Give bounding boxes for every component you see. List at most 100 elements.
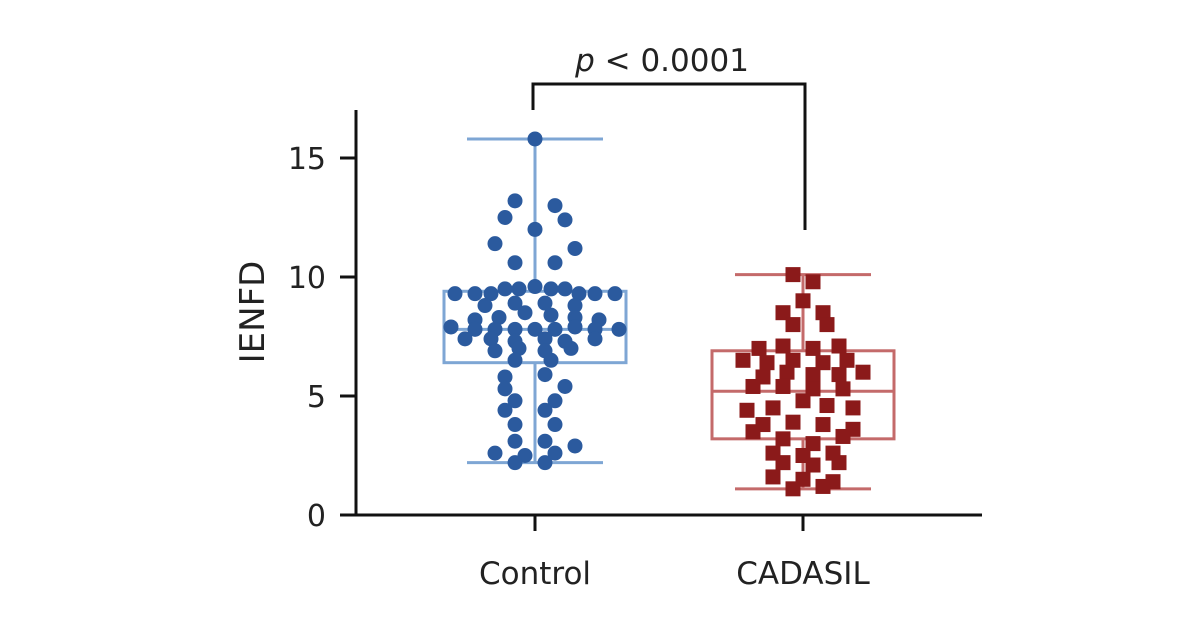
- data-point: [527, 321, 543, 337]
- data-point: [775, 431, 791, 447]
- data-point: [487, 343, 503, 359]
- data-point: [457, 331, 473, 347]
- y-ticks: 0 5 10 15: [288, 142, 356, 534]
- data-point: [543, 281, 559, 297]
- data-point: [497, 281, 513, 297]
- data-point: [571, 286, 587, 302]
- y-tick-label: 0: [307, 499, 326, 534]
- data-point: [543, 352, 559, 368]
- data-point: [467, 321, 483, 337]
- data-point: [507, 321, 523, 337]
- data-point: [447, 286, 463, 302]
- data-point: [507, 193, 523, 209]
- data-point: [467, 286, 483, 302]
- data-point: [511, 281, 527, 297]
- data-point: [819, 317, 835, 333]
- data-point: [835, 428, 851, 444]
- data-point: [537, 295, 553, 311]
- data-point: [507, 393, 523, 409]
- data-point: [785, 414, 801, 430]
- data-point: [497, 369, 513, 385]
- data-point: [765, 469, 781, 485]
- data-point: [805, 340, 821, 356]
- data-point: [537, 331, 553, 347]
- data-point: [815, 355, 831, 371]
- data-point: [567, 240, 583, 256]
- data-point: [759, 355, 775, 371]
- significance-annotation: p < 0.0001: [531, 43, 807, 230]
- data-point: [507, 255, 523, 271]
- data-point: [775, 378, 791, 394]
- data-point: [491, 309, 507, 325]
- data-point: [735, 352, 751, 368]
- data-point: [567, 438, 583, 454]
- y-tick-label: 5: [307, 380, 326, 415]
- data-point: [567, 298, 583, 314]
- data-point: [537, 367, 553, 383]
- data-point: [831, 338, 847, 354]
- data-point: [483, 331, 499, 347]
- data-point: [477, 298, 493, 314]
- data-point: [517, 305, 533, 321]
- data-point: [487, 236, 503, 252]
- data-point: [775, 305, 791, 321]
- data-point: [547, 255, 563, 271]
- p-value-text: < 0.0001: [595, 43, 749, 79]
- data-point: [611, 321, 627, 337]
- data-point: [547, 321, 563, 337]
- data-point: [547, 393, 563, 409]
- data-point: [831, 455, 847, 471]
- data-point: [785, 317, 801, 333]
- data-point: [779, 364, 795, 380]
- data-point: [839, 352, 855, 368]
- data-point: [543, 307, 559, 323]
- data-point: [775, 455, 791, 471]
- significance-bracket: [531, 82, 807, 230]
- plot-area: [442, 131, 896, 497]
- data-point: [547, 417, 563, 433]
- data-point: [483, 286, 499, 302]
- data-point: [805, 367, 821, 383]
- data-point: [567, 319, 583, 335]
- data-point: [785, 352, 801, 368]
- data-point: [739, 402, 755, 418]
- data-point: [745, 378, 761, 394]
- data-point: [547, 198, 563, 214]
- data-point: [835, 381, 851, 397]
- data-point: [607, 286, 623, 302]
- series-group: [710, 267, 896, 497]
- data-point: [563, 340, 579, 356]
- data-point: [855, 364, 871, 380]
- series-group: [442, 131, 628, 471]
- data-point: [511, 340, 527, 356]
- data-point: [507, 455, 523, 471]
- data-point: [815, 478, 831, 494]
- data-point: [785, 481, 801, 497]
- data-point: [845, 400, 861, 416]
- p-value-label: p < 0.0001: [574, 43, 749, 79]
- data-point: [805, 457, 821, 473]
- data-point: [507, 417, 523, 433]
- data-point: [795, 293, 811, 309]
- data-point: [537, 433, 553, 449]
- data-point: [745, 424, 761, 440]
- x-categories: Control CADASIL: [479, 515, 870, 592]
- data-point: [557, 378, 573, 394]
- data-point: [805, 436, 821, 452]
- data-point: [527, 279, 543, 295]
- data-point: [819, 398, 835, 414]
- data-point: [751, 340, 767, 356]
- data-point: [527, 131, 543, 147]
- data-point: [587, 331, 603, 347]
- data-point: [557, 281, 573, 297]
- data-point: [537, 402, 553, 418]
- data-point: [805, 381, 821, 397]
- data-point: [537, 455, 553, 471]
- data-point: [443, 319, 459, 335]
- data-point: [795, 393, 811, 409]
- box-iqr: [710, 349, 896, 441]
- data-point: [765, 400, 781, 416]
- data-point: [805, 274, 821, 290]
- data-point: [497, 210, 513, 225]
